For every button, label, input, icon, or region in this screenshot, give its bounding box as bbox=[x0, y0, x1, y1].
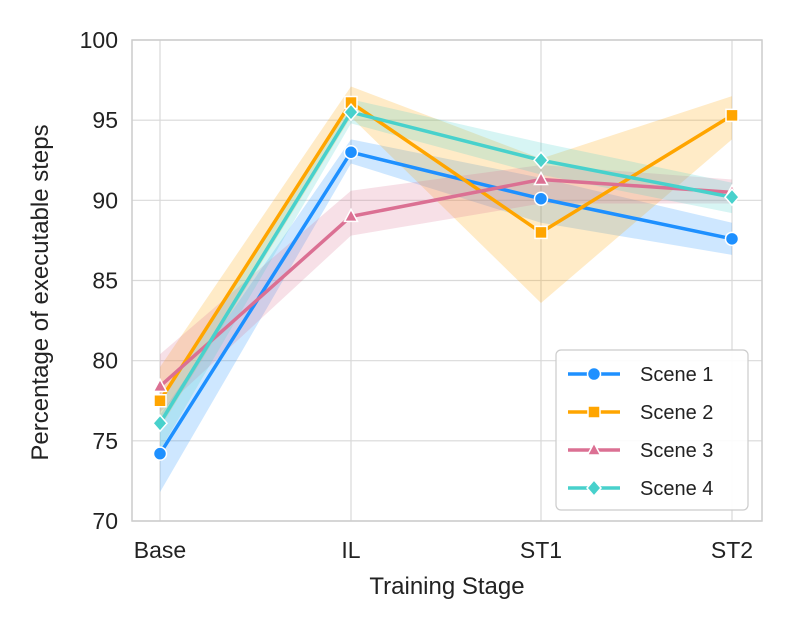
y-tick-label: 90 bbox=[92, 187, 118, 213]
y-tick-labels: 70 75 80 85 90 95 100 bbox=[80, 27, 118, 534]
x-tick-label: IL bbox=[341, 537, 360, 563]
y-tick-label: 100 bbox=[80, 27, 118, 53]
data-point-circle bbox=[586, 366, 602, 382]
data-point-square bbox=[534, 225, 548, 240]
data-point-diamond bbox=[586, 478, 602, 498]
y-tick-label: 70 bbox=[92, 508, 118, 534]
legend: Scene 1 Scene 2 Scene 3 Scene 4 bbox=[555, 349, 749, 511]
legend-label: Scene 4 bbox=[640, 478, 713, 500]
data-point-circle bbox=[343, 144, 359, 160]
y-tick-label: 95 bbox=[92, 107, 118, 133]
series-line-scene-3 bbox=[158, 177, 733, 388]
series-line-scene-2 bbox=[158, 100, 733, 402]
data-point-circle bbox=[533, 191, 549, 206]
y-tick-label: 85 bbox=[92, 268, 118, 294]
y-axis-label: Percentage of executable steps bbox=[27, 124, 54, 460]
data-point-diamond bbox=[724, 187, 740, 207]
data-point-circle bbox=[152, 446, 168, 461]
confidence-band-scene-2 bbox=[160, 86, 732, 429]
x-tick-label: ST1 bbox=[520, 537, 562, 563]
x-tick-label: ST2 bbox=[711, 537, 753, 563]
data-point-circle bbox=[724, 231, 740, 247]
x-axis-label: Training Stage bbox=[369, 573, 524, 600]
legend-box bbox=[555, 349, 749, 511]
data-point-diamond bbox=[533, 151, 549, 170]
data-point-triangle bbox=[586, 441, 602, 456]
x-tick-labels: Base IL ST1 ST2 bbox=[134, 537, 753, 563]
plot-frame bbox=[131, 39, 763, 522]
legend-label: Scene 2 bbox=[640, 402, 713, 424]
data-point-triangle bbox=[343, 207, 359, 223]
data-point-square bbox=[153, 394, 167, 408]
data-point-square bbox=[587, 405, 601, 419]
data-point-square bbox=[725, 108, 739, 123]
series-lines bbox=[158, 100, 733, 455]
legend-label: Scene 3 bbox=[640, 440, 713, 462]
y-tick-label: 75 bbox=[92, 428, 118, 454]
data-point-diamond bbox=[152, 414, 168, 433]
data-point-triangle bbox=[533, 170, 549, 186]
data-point-triangle bbox=[152, 377, 168, 393]
series-markers bbox=[152, 95, 740, 461]
x-tick-label: Base bbox=[134, 537, 186, 563]
series-line-scene-4 bbox=[158, 110, 733, 425]
legend-label: Scene 1 bbox=[640, 364, 713, 386]
y-tick-label: 80 bbox=[92, 348, 118, 374]
data-point-diamond bbox=[343, 103, 359, 122]
